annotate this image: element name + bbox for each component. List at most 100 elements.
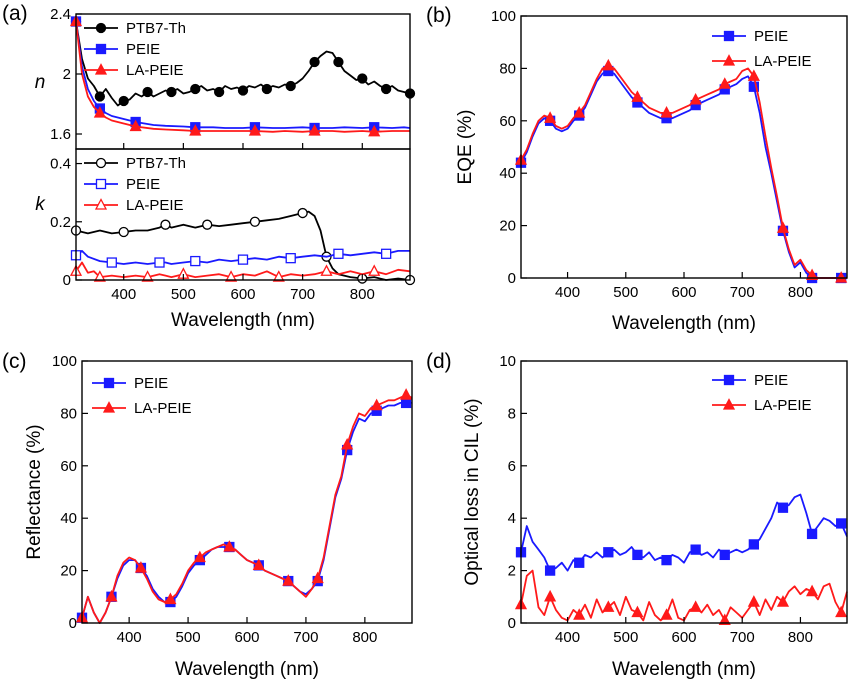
legend-entry: PEIE	[84, 176, 160, 193]
panel-a-n-plot-series-0	[70, 16, 416, 107]
data-point	[311, 571, 324, 584]
x-axis-title-a: Wavelength (nm)	[171, 310, 315, 331]
x-tick-label: 500	[171, 286, 196, 303]
legend-marker	[723, 374, 735, 386]
data-point	[166, 86, 177, 98]
legend-entry: LA-PEIE	[84, 62, 184, 79]
data-point	[690, 544, 701, 555]
y-axis-title-b: EQE (%)	[455, 110, 476, 185]
data-point	[632, 549, 643, 561]
x-tick-label: 500	[613, 284, 638, 301]
data-point	[202, 219, 213, 230]
y-axis-title-d: Optical loss in CIL (%)	[462, 398, 483, 585]
y-tick-label: 1.6	[50, 126, 71, 143]
x-tick-label: 400	[111, 286, 136, 303]
data-point	[574, 557, 585, 568]
panel-label-c: (c)	[2, 350, 27, 373]
legend-label: PTB7-Th	[126, 20, 186, 37]
data-point	[573, 608, 586, 620]
data-point	[213, 86, 225, 98]
panel-d-plot-series-0	[515, 493, 848, 576]
data-point	[544, 565, 556, 576]
data-point	[660, 608, 673, 620]
panel-c-plot-series-0	[76, 397, 412, 624]
data-point	[747, 595, 760, 607]
data-point	[118, 95, 129, 107]
data-point	[400, 388, 413, 400]
data-point	[380, 83, 392, 95]
data-point	[631, 605, 644, 618]
x-tick-label: 600	[234, 629, 259, 646]
x-tick-label: 400	[555, 629, 580, 646]
data-point	[285, 253, 296, 264]
panel-label-a: (a)	[2, 2, 28, 25]
data-point	[603, 547, 614, 558]
legend-label: LA-PEIE	[126, 197, 184, 214]
data-point	[718, 613, 731, 626]
legend-entry: PEIE	[712, 372, 788, 389]
legend-entry: LA-PEIE	[712, 397, 812, 414]
x-tick-label: 400	[555, 284, 580, 301]
data-point	[282, 574, 295, 586]
data-point	[160, 219, 171, 230]
data-point	[105, 589, 118, 602]
series-line	[75, 210, 411, 281]
data-point	[835, 271, 848, 283]
y-tick-label: 20	[60, 563, 77, 580]
x-tick-label: 700	[730, 284, 755, 301]
data-point	[544, 111, 557, 123]
data-point	[805, 584, 819, 597]
y-tick-label: 2.4	[50, 6, 71, 23]
panel-a-k-plot-series-2	[69, 261, 411, 282]
legend-entry: PTB7-Th	[84, 155, 186, 172]
data-point	[835, 605, 848, 618]
series-line	[81, 402, 412, 624]
legend-entry: PTB7-Th	[84, 20, 186, 37]
data-point	[400, 397, 412, 409]
y-tick-label: 2	[508, 563, 516, 580]
x-tick-label: 800	[788, 284, 813, 301]
data-point	[805, 268, 819, 281]
panel-b-plot-series-0	[515, 65, 847, 284]
legend-label: PEIE	[134, 375, 168, 392]
y-tick-label: 2	[63, 66, 71, 83]
legend-label: PEIE	[754, 28, 788, 45]
legend-marker	[723, 30, 735, 42]
panel-label-b: (b)	[426, 4, 452, 27]
legend-label: LA-PEIE	[126, 62, 184, 79]
data-point	[776, 221, 790, 233]
x-tick-label: 700	[290, 286, 315, 303]
y-tick-label: 100	[491, 8, 516, 25]
x-tick-label: 500	[613, 629, 638, 646]
legend-label: PEIE	[126, 176, 160, 193]
legend-entry: PEIE	[92, 375, 168, 392]
legend-label: PTB7-Th	[126, 155, 186, 172]
data-point	[93, 270, 106, 282]
y-axis-title-k: k	[35, 194, 46, 215]
x-tick-label: 800	[352, 629, 377, 646]
data-point	[249, 216, 261, 227]
panel-b-plot: 400 500 600 700 800 0 20 40 60 80 100 PEIE LA-PEIE	[491, 8, 848, 301]
y-tick-label: 40	[60, 510, 77, 527]
legend-entry: LA-PEIE	[92, 400, 192, 417]
legend-label: LA-PEIE	[134, 400, 192, 417]
legend-label: PEIE	[754, 372, 788, 389]
data-point	[661, 554, 672, 566]
data-point	[631, 90, 644, 102]
x-tick-label: 400	[117, 629, 142, 646]
data-point	[368, 124, 381, 137]
data-point	[368, 264, 381, 276]
legend-entry: LA-PEIE	[84, 197, 184, 214]
legend-marker	[95, 22, 107, 34]
data-point	[544, 589, 557, 602]
panel-a-n-plot: 1.6 2 2.4 PTB7-Th PEIE LA-PEIE	[50, 6, 416, 150]
series-line	[81, 394, 413, 624]
panel-b-plot-series-1	[514, 58, 848, 283]
legend-label: LA-PEIE	[754, 397, 812, 414]
data-point	[320, 264, 333, 276]
legend-marker	[722, 398, 736, 410]
panel-a-n-plot-series-2	[69, 14, 410, 137]
data-point	[129, 119, 142, 132]
data-point	[237, 85, 249, 96]
data-point	[94, 91, 106, 102]
